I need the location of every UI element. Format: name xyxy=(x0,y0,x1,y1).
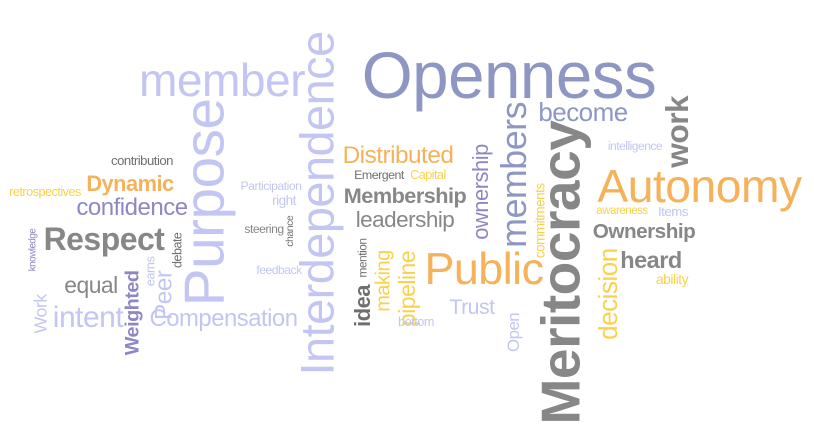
word-become: become xyxy=(538,97,628,128)
word-membership: Membership xyxy=(343,183,467,209)
word-trust: Trust xyxy=(449,295,495,320)
word-confidence: confidence xyxy=(76,193,188,221)
word-open: Open xyxy=(504,312,524,352)
word-right: right xyxy=(272,192,296,208)
word-capital: Capital xyxy=(410,168,446,183)
word-bottom: bottom xyxy=(398,313,434,329)
word-knowledge: knowledge xyxy=(27,228,39,272)
word-equal: equal xyxy=(64,271,118,298)
word-leadership: leadership xyxy=(355,206,455,232)
word-contribution: contribution xyxy=(110,153,174,169)
word-debate: debate xyxy=(170,232,185,268)
word-steering: steering xyxy=(244,221,284,236)
word-intent: intent xyxy=(52,300,124,334)
word-ownership-lower: ownership xyxy=(468,144,494,240)
word-respect: Respect xyxy=(43,221,165,258)
word-feedback: feedback xyxy=(256,263,302,278)
word-emergent: Emergent xyxy=(354,167,404,182)
word-retrospectives: retrospectives xyxy=(9,184,81,199)
word-participation: Participation xyxy=(240,179,303,194)
word-work-vertical: Work xyxy=(31,294,52,334)
word-weighted: Weighted xyxy=(121,270,144,356)
word-autonomy: Autonomy xyxy=(597,159,802,212)
word-decision: decision xyxy=(592,248,623,340)
word-items: Items xyxy=(657,204,689,220)
word-idea: idea xyxy=(350,285,376,327)
word-heard: heard xyxy=(620,247,682,274)
word-dynamic: Dynamic xyxy=(86,171,174,197)
word-work: work xyxy=(659,96,696,168)
word-public: Public xyxy=(424,242,544,294)
word-ownership-upper: Ownership xyxy=(592,219,696,243)
word-awareness: awareness xyxy=(596,205,648,218)
word-earns: earns xyxy=(142,256,158,286)
word-compensation: Compensation xyxy=(149,305,298,333)
word-chance: chance xyxy=(284,215,297,247)
word-ability: ability xyxy=(655,271,689,287)
word-mention: mention xyxy=(355,238,370,278)
word-member: member xyxy=(138,53,306,106)
word-intelligence: intelligence xyxy=(607,139,663,154)
word-making: making xyxy=(372,250,395,312)
word-distributed: Distributed xyxy=(342,141,454,169)
word-commitments: commitments xyxy=(532,183,548,259)
word-members: members xyxy=(494,102,535,248)
word-openness: Openness xyxy=(361,39,657,113)
word-interdependence: Interdependence xyxy=(291,30,344,376)
